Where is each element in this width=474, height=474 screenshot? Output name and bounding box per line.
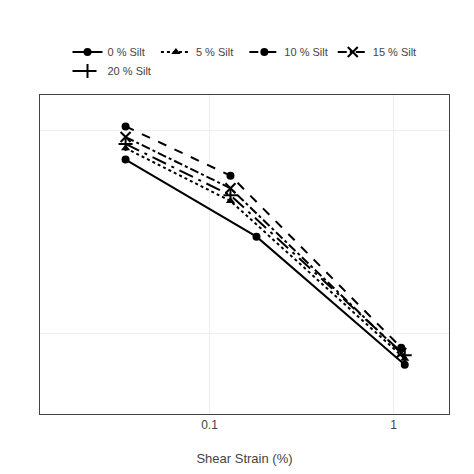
svg-text:Shear Strain (%): Shear Strain (%) <box>196 451 292 466</box>
svg-text:1: 1 <box>390 418 397 432</box>
svg-text:15 % Silt: 15 % Silt <box>373 46 416 58</box>
svg-text:20 % Silt: 20 % Silt <box>108 65 151 77</box>
svg-text:10 % Silt: 10 % Silt <box>284 46 327 58</box>
svg-text:0 % Silt: 0 % Silt <box>108 46 145 58</box>
svg-text:0.1: 0.1 <box>201 418 218 432</box>
svg-text:5 % Silt: 5 % Silt <box>196 46 233 58</box>
